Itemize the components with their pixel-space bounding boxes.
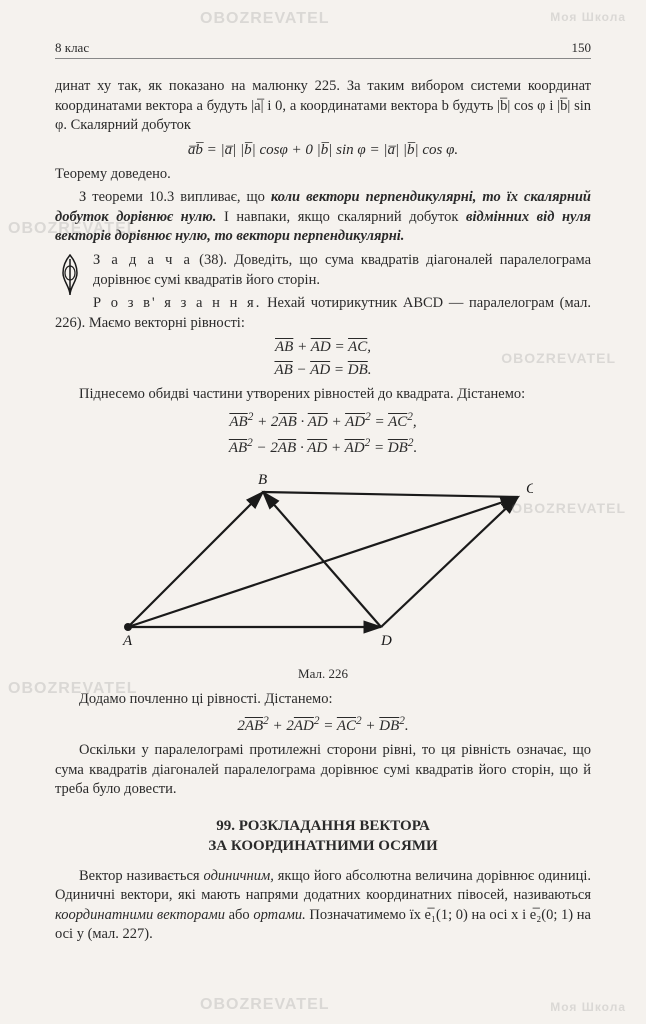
formula: AB2 − 2AB · AD + AD2 = DB2. — [55, 437, 591, 457]
watermark: OBOZREVATEL — [200, 996, 330, 1014]
vector: AD — [308, 414, 328, 430]
vector: DB — [388, 440, 408, 456]
figure-caption: Мал. 226 — [55, 666, 591, 682]
formula: AB + AD = AC, — [55, 339, 591, 356]
vector: DB — [348, 362, 368, 378]
svg-text:D: D — [380, 633, 392, 649]
text: З теореми 10.3 випливає, що — [79, 189, 271, 205]
figure-226: A B C D — [55, 467, 591, 662]
section-heading: 99. РОЗКЛАДАННЯ ВЕКТОРА ЗА КООРДИНАТНИМИ… — [55, 816, 591, 857]
term: ортами. — [253, 907, 305, 923]
formula: a̅b̅ = |a̅| |b̅| cosφ + 0 |b̅| sin φ = |… — [55, 142, 591, 159]
paragraph: Вектор називається одиничним, якщо його … — [55, 867, 591, 945]
task-number: (38). — [199, 252, 227, 268]
paragraph: Оскільки у паралелограмі протилежні стор… — [55, 741, 591, 800]
vector: AB — [245, 718, 263, 734]
paragraph: З теореми 10.3 випливає, що коли вектори… — [55, 188, 591, 247]
vector: AD — [310, 362, 330, 378]
vector: AB — [278, 440, 296, 456]
pen-icon — [55, 253, 85, 297]
paragraph: Додамо почленно ці рівності. Дістанемо: — [55, 690, 591, 710]
vector: AC — [348, 339, 367, 355]
vector: DB — [379, 718, 399, 734]
vector: AD — [294, 718, 314, 734]
grade-label: 8 клас — [55, 40, 89, 56]
task-label: З а д а ч а — [93, 252, 192, 268]
section-line2: ЗА КООРДИНАТНИМИ ОСЯМИ — [208, 838, 437, 854]
solution-label: Р о з в' я з а н н я. — [93, 295, 261, 311]
page-content: 8 клас 150 динат ху так, як показано на … — [0, 0, 646, 979]
text: або — [225, 907, 253, 923]
paragraph: динат ху так, як показано на малюнку 225… — [55, 77, 591, 136]
text: Вектор називається — [79, 868, 204, 884]
formula: AB2 + 2AB · AD + AD2 = AC2, — [55, 411, 591, 431]
svg-text:B: B — [258, 472, 267, 488]
page-header: 8 клас 150 — [55, 40, 591, 59]
svg-text:C: C — [526, 481, 533, 497]
paragraph: Піднесемо обидві частини утворених рівно… — [55, 385, 591, 405]
vector: AB — [274, 362, 292, 378]
text: І навпаки, якщо ска­лярний добуток — [216, 209, 466, 225]
vector: AB — [275, 339, 293, 355]
term: координатними векторами — [55, 907, 225, 923]
paragraph: Теорему доведено. — [55, 165, 591, 185]
page-number: 150 — [572, 40, 592, 56]
watermark: Моя Школа — [550, 1000, 626, 1014]
formula: 2AB2 + 2AD2 = AC2 + DB2. — [55, 715, 591, 735]
vector: AD — [345, 440, 365, 456]
vector: AB — [278, 414, 296, 430]
vector: AC — [337, 718, 356, 734]
vector: AD — [307, 440, 327, 456]
task-block: З а д а ч а (38). Доведіть, що сума квад… — [55, 251, 591, 333]
vector: AD — [311, 339, 331, 355]
solution-paragraph: Р о з в' я з а н н я. Нехай чотирикутник… — [55, 294, 591, 333]
section-line1: РОЗКЛАДАННЯ ВЕКТОРА — [239, 818, 430, 834]
svg-text:A: A — [122, 633, 133, 649]
vector: AD — [345, 414, 365, 430]
task-paragraph: З а д а ч а (38). Доведіть, що сума квад… — [55, 251, 591, 290]
section-number: 99. — [216, 818, 235, 834]
vector: AB — [229, 414, 247, 430]
vector: AC — [388, 414, 407, 430]
parallelogram-diagram: A B C D — [113, 467, 533, 657]
formula: AB − AD = DB. — [55, 362, 591, 379]
term: одиничним, — [204, 868, 274, 884]
vector: AB — [229, 440, 247, 456]
